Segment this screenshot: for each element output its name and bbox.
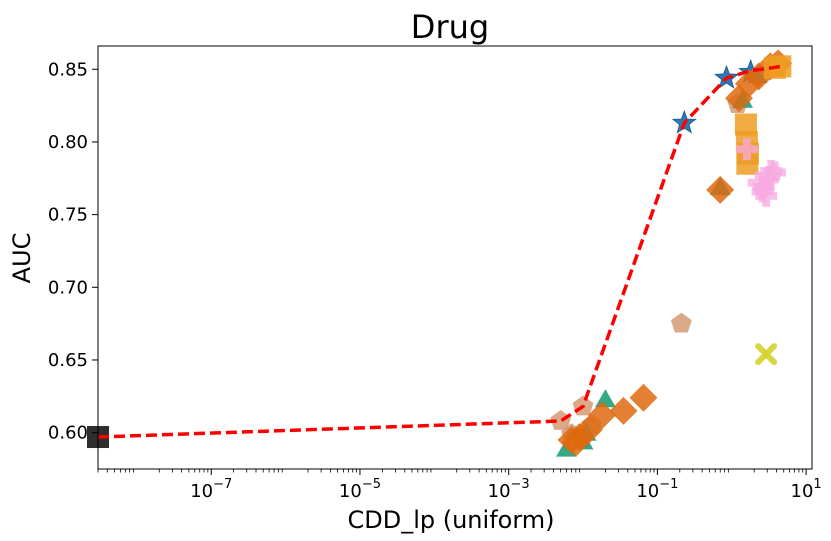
y-axis: 0.60 0.65 0.70 0.75 0.80 0.85 xyxy=(48,59,98,444)
y-tick-label: 0.75 xyxy=(48,205,88,226)
chart-title: Drug xyxy=(411,8,489,46)
pentagon-tan-point xyxy=(670,312,692,333)
square-amber-point xyxy=(734,113,757,136)
x-tick-label: 101 xyxy=(791,477,822,502)
x-axis: 10−7 10−5 10−3 10−1 101 xyxy=(97,469,822,502)
y-tick-label: 0.60 xyxy=(48,423,88,444)
diamond-orange-point xyxy=(706,175,735,204)
x-tick-label: 10−1 xyxy=(636,477,678,502)
x-tick-label: 10−5 xyxy=(339,477,381,502)
data-marks xyxy=(87,49,793,457)
y-tick-label: 0.85 xyxy=(48,59,88,80)
triangle-green-point xyxy=(595,389,616,408)
axes-frame xyxy=(97,45,813,470)
x-tick-label: 10−7 xyxy=(190,477,232,502)
y-axis-title: AUC xyxy=(8,233,36,284)
square-amber-point xyxy=(736,152,759,175)
plus-pink-point xyxy=(735,138,758,161)
square-amber-point xyxy=(769,55,792,78)
y-tick-label: 0.65 xyxy=(48,350,88,371)
diamond-orange-point xyxy=(588,401,616,430)
x-axis-title: CDD_lp (uniform) xyxy=(347,506,554,534)
x-yellow-point xyxy=(755,343,778,366)
plot-area xyxy=(87,49,793,457)
diamond-orange-point xyxy=(609,396,638,425)
plus-pink-point xyxy=(752,176,775,198)
plus-pink-point xyxy=(763,161,786,184)
diamond-orange-point xyxy=(629,383,658,412)
frontier-line xyxy=(97,64,781,439)
x-mark-stroke xyxy=(755,343,778,366)
y-tick-label: 0.80 xyxy=(48,132,88,153)
pentagon-tan-point xyxy=(550,410,572,430)
y-tick-label: 0.70 xyxy=(48,277,88,298)
x-tick-label: 10−3 xyxy=(488,477,530,502)
